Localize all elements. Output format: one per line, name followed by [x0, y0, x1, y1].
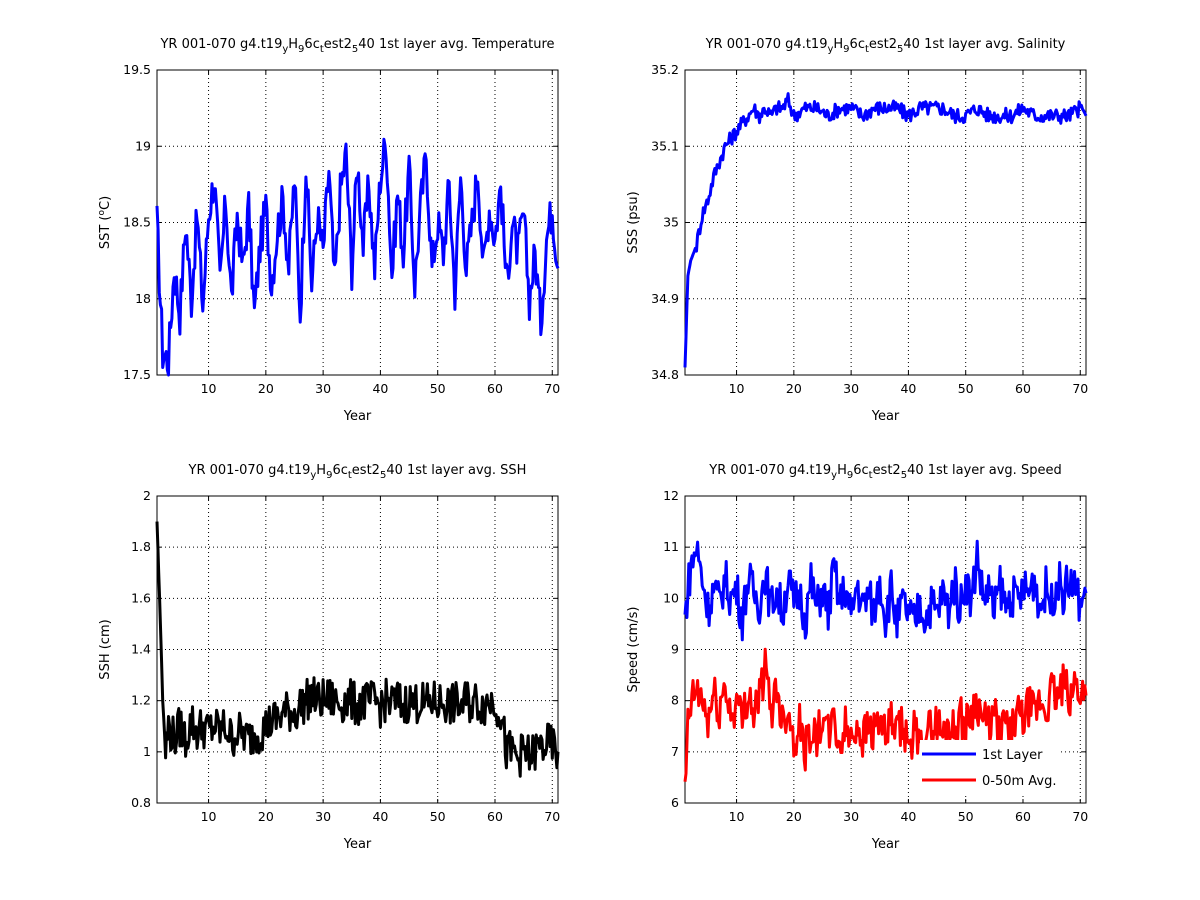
x-tick-label: 50	[430, 381, 446, 396]
series-line-1	[683, 92, 1088, 368]
y-tick-label: 17.5	[123, 367, 151, 382]
x-axis-label: Year	[343, 837, 372, 852]
y-tick-label: 10	[663, 590, 679, 605]
x-tick-label: 40	[900, 809, 916, 824]
y-axis-label: SSS (psu)	[626, 191, 641, 253]
x-tick-label: 20	[786, 809, 802, 824]
legend-box	[920, 740, 1060, 796]
y-tick-label: 7	[671, 744, 679, 759]
x-tick-label: 10	[729, 381, 745, 396]
x-tick-label: 40	[372, 809, 388, 824]
x-tick-label: 60	[1015, 809, 1031, 824]
x-tick-label: 20	[258, 381, 274, 396]
x-tick-label: 70	[1072, 381, 1088, 396]
legend: 1st Layer 0-50m Avg.	[920, 740, 1060, 796]
y-tick-label: 1.4	[131, 642, 151, 657]
legend-label: 1st Layer	[982, 748, 1043, 763]
x-tick-label: 60	[487, 381, 503, 396]
y-tick-label: 2	[143, 488, 151, 503]
chart-title: YR 001-070 g4.t19yH96ctest2540 1st layer…	[159, 37, 554, 55]
x-tick-label: 20	[258, 809, 274, 824]
x-tick-label: 10	[729, 809, 745, 824]
y-tick-label: 8	[671, 693, 679, 708]
x-tick-label: 40	[372, 381, 388, 396]
y-tick-label: 34.8	[651, 367, 679, 382]
y-tick-label: 1.2	[131, 693, 151, 708]
x-tick-label: 20	[786, 381, 802, 396]
x-tick-label: 70	[544, 809, 560, 824]
y-tick-label: 12	[663, 488, 679, 503]
y-tick-label: 6	[671, 795, 679, 810]
y-tick-label: 9	[671, 642, 679, 657]
chart-panel-2: 10 20 30 40 50 60 70 34.8 34.9 35 35.1 35.2 YR 001-0…	[626, 37, 1088, 424]
x-tick-label: 30	[843, 809, 859, 824]
y-tick-label: 34.9	[651, 291, 679, 306]
series-line-1	[683, 539, 1088, 642]
y-tick-label: 35.2	[651, 62, 679, 77]
x-tick-label: 50	[430, 809, 446, 824]
x-axis-label: Year	[343, 409, 372, 424]
x-tick-label: 30	[315, 809, 331, 824]
series-line-2	[683, 647, 1088, 782]
x-tick-label: 50	[958, 381, 974, 396]
y-axis-label: SST (oC)	[97, 196, 113, 249]
x-tick-label: 10	[201, 381, 217, 396]
y-tick-label: 1	[143, 744, 151, 759]
y-tick-label: 0.8	[131, 795, 151, 810]
x-axis-label: Year	[871, 837, 900, 852]
chart-title: YR 001-070 g4.t19yH96ctest2540 1st layer…	[188, 463, 527, 481]
chart-title: YR 001-070 g4.t19yH96ctest2540 1st layer…	[708, 463, 1061, 481]
y-tick-label: 19.5	[123, 62, 151, 77]
y-axis-label: Speed (cm/s)	[626, 607, 641, 693]
y-tick-label: 19	[135, 138, 151, 153]
chart-title: YR 001-070 g4.t19yH96ctest2540 1st layer…	[705, 37, 1066, 55]
x-tick-label: 10	[201, 809, 217, 824]
x-tick-label: 30	[315, 381, 331, 396]
x-tick-label: 70	[1072, 809, 1088, 824]
x-tick-label: 50	[958, 809, 974, 824]
y-tick-label: 11	[663, 539, 679, 554]
y-tick-label: 35.1	[651, 138, 679, 153]
chart-panel-3: 10 20 30 40 50 60 70 0.8 1 1.2 1.4 1.6 1.8 2 YR 001-07…	[98, 463, 560, 852]
x-tick-label: 40	[900, 381, 916, 396]
y-axis-label: SSH (cm)	[98, 619, 113, 679]
x-tick-label: 60	[487, 809, 503, 824]
chart-panel-4: 10 20 30 40 50 60 70 6 7 8 9 10 11 12 YR 001-070 g4.t1…	[626, 463, 1088, 852]
y-tick-label: 18	[135, 291, 151, 306]
y-tick-label: 1.6	[131, 590, 151, 605]
x-tick-label: 70	[544, 381, 560, 396]
y-tick-label: 18.5	[123, 215, 151, 230]
series-line-1	[155, 137, 560, 377]
chart-panel-1: 10 20 30 40 50 60 70 17.5 18 18.5 19 19.5 YR 001-070…	[97, 37, 560, 424]
y-tick-label: 35	[663, 215, 679, 230]
legend-label: 0-50m Avg.	[982, 774, 1057, 789]
x-axis-label: Year	[871, 409, 900, 424]
series-line-1	[155, 521, 560, 778]
y-tick-label: 1.8	[131, 539, 151, 554]
x-tick-label: 30	[843, 381, 859, 396]
x-tick-label: 60	[1015, 381, 1031, 396]
